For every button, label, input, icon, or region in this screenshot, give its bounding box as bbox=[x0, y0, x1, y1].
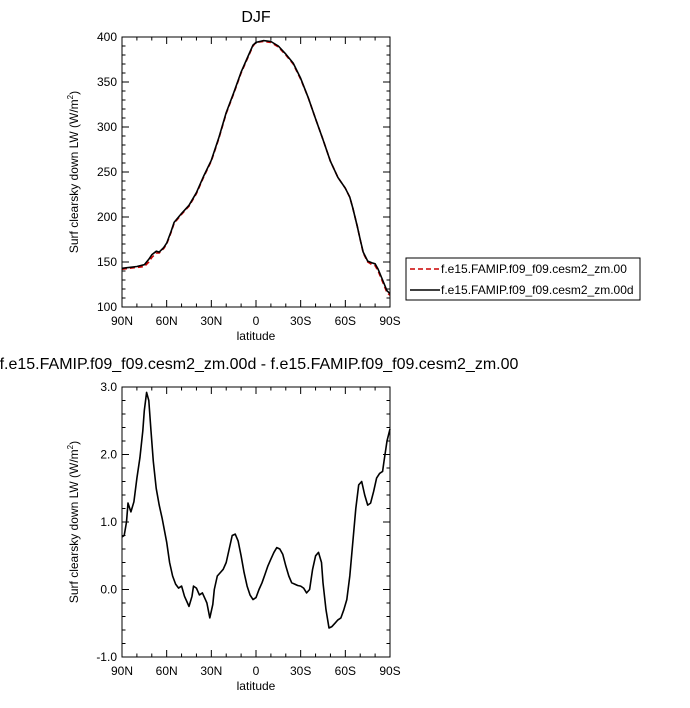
bottom-y-axis-label: Surf clearsky down LW (W/m2) bbox=[66, 441, 81, 603]
top-y-tick-label: 250 bbox=[97, 165, 117, 179]
top-y-axis-label-sup: 2 bbox=[66, 94, 75, 99]
top-y-axis-label-main: Surf clearsky down LW (W/m bbox=[67, 99, 81, 253]
bottom-x-tick-label: 30S bbox=[290, 664, 311, 678]
top-y-tick-label: 350 bbox=[97, 75, 117, 89]
bottom-x-tick-label: 90S bbox=[379, 664, 400, 678]
top-y-axis-label: Surf clearsky down LW (W/m2) bbox=[66, 91, 81, 253]
top-y-tick-label: 300 bbox=[97, 120, 117, 134]
top-x-tick-label: 90S bbox=[379, 314, 400, 328]
top-x-tick-label: 30N bbox=[200, 314, 222, 328]
bottom-y-tick-label: 2.0 bbox=[100, 448, 117, 462]
bottom-x-tick-label: 60N bbox=[156, 664, 178, 678]
bottom-x-tick-label: 30N bbox=[200, 664, 222, 678]
bottom-y-axis-label-sup: 2 bbox=[66, 444, 75, 449]
legend: f.e15.FAMIP.f09_f09.cesm2_zm.00 f.e15.FAM… bbox=[405, 257, 641, 301]
bottom-x-axis-label: latitude bbox=[237, 679, 276, 693]
bottom-y-tick-label: 3.0 bbox=[100, 380, 117, 394]
top-x-tick-label: 0 bbox=[253, 314, 260, 328]
top-y-tick-label: 100 bbox=[97, 300, 117, 314]
top-x-tick-label: 60N bbox=[156, 314, 178, 328]
top-series-line-1 bbox=[121, 39, 391, 295]
bottom-y-tick-label: 1.0 bbox=[100, 515, 117, 529]
bottom-x-tick-label: 60S bbox=[335, 664, 356, 678]
legend-box bbox=[405, 257, 641, 301]
top-y-tick-label: 400 bbox=[97, 30, 117, 44]
top-series-line-0 bbox=[121, 40, 391, 296]
top-x-tick-label: 90N bbox=[111, 314, 133, 328]
bottom-panel-chart: f.e15.FAMIP.f09_f09.cesm2_zm.00d - f.e15… bbox=[0, 356, 519, 693]
bottom-y-tick-label: 0.0 bbox=[100, 583, 117, 597]
bottom-y-tick-label: -1.0 bbox=[96, 650, 117, 664]
legend-entry-1: f.e15.FAMIP.f09_f09.cesm2_zm.00d bbox=[441, 283, 634, 297]
top-y-tick-label: 150 bbox=[97, 255, 117, 269]
bottom-series-line-0 bbox=[121, 391, 391, 629]
top-chart-title: DJF bbox=[241, 9, 271, 26]
top-x-axis-label: latitude bbox=[237, 329, 276, 343]
top-plot-frame bbox=[121, 36, 391, 308]
bottom-x-tick-label: 0 bbox=[253, 664, 260, 678]
top-y-axis-label-end: ) bbox=[67, 91, 81, 95]
legend-entry-0: f.e15.FAMIP.f09_f09.cesm2_zm.00 bbox=[441, 262, 627, 276]
bottom-chart-title: f.e15.FAMIP.f09_f09.cesm2_zm.00d - f.e15… bbox=[0, 356, 519, 373]
top-x-tick-label: 30S bbox=[290, 314, 311, 328]
top-panel-chart: DJF 90N 60N 30N 0 30S 60S 90S 100 150 200 250 300 350… bbox=[66, 9, 401, 343]
bottom-y-axis-label-end: ) bbox=[67, 441, 81, 445]
top-y-tick-label: 200 bbox=[97, 210, 117, 224]
bottom-x-tick-label: 90N bbox=[111, 664, 133, 678]
bottom-y-axis-label-main: Surf clearsky down LW (W/m bbox=[67, 449, 81, 603]
top-x-tick-label: 60S bbox=[335, 314, 356, 328]
